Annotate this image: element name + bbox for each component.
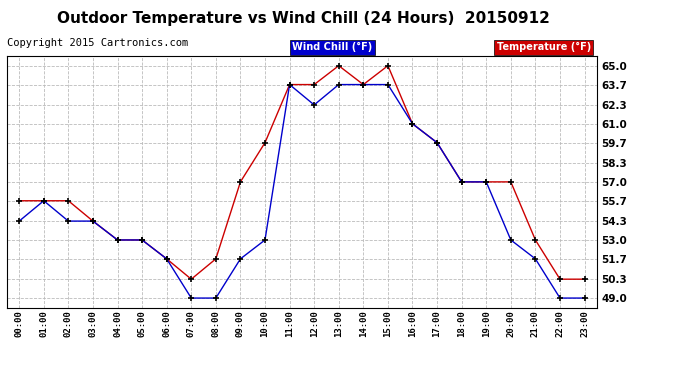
Text: Wind Chill (°F): Wind Chill (°F) — [293, 42, 373, 52]
Text: Temperature (°F): Temperature (°F) — [497, 42, 591, 52]
Text: Copyright 2015 Cartronics.com: Copyright 2015 Cartronics.com — [7, 38, 188, 48]
Text: Outdoor Temperature vs Wind Chill (24 Hours)  20150912: Outdoor Temperature vs Wind Chill (24 Ho… — [57, 11, 550, 26]
